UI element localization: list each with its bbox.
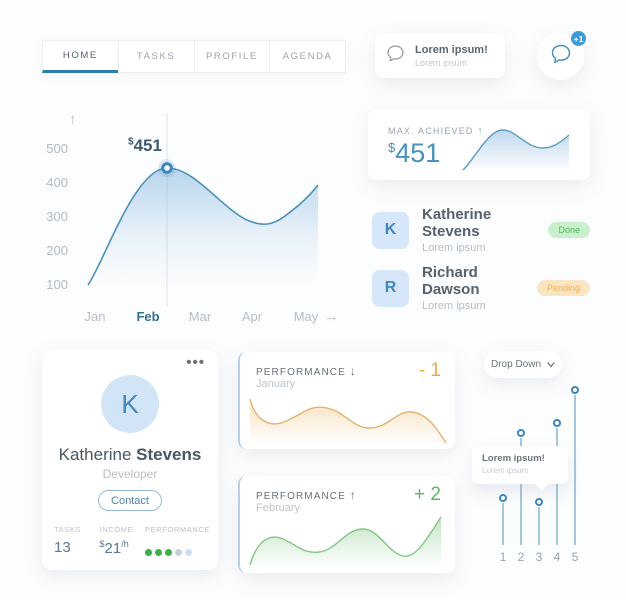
y-tick: 400: [46, 175, 68, 190]
profile-role: Developer: [102, 467, 158, 481]
max-achieved-mini-chart: [462, 129, 570, 172]
x-tick-apr[interactable]: Apr: [241, 309, 263, 324]
profile-avatar: K: [101, 375, 159, 433]
max-achieved-value: $451: [388, 138, 441, 168]
nav-tabs: HOME TASKS PROFILE AGENDA: [42, 40, 346, 73]
y-axis-up-arrow-icon: ↑: [69, 111, 77, 128]
tab-tasks[interactable]: TASKS: [117, 40, 195, 73]
tooltip-subtitle: Lorem ipsum: [482, 466, 529, 475]
kebab-menu-icon[interactable]: •••: [186, 354, 205, 371]
max-achieved-label: MAX. ACHIEVED ↑: [388, 125, 483, 137]
notification-count-badge: +1: [569, 29, 588, 48]
lollipop-marker[interactable]: [571, 386, 579, 394]
lollipop-marker[interactable]: [553, 419, 561, 427]
tab-home[interactable]: HOME: [42, 40, 119, 73]
x-tick-feb[interactable]: Feb: [136, 309, 160, 324]
max-achieved-card[interactable]: MAX. ACHIEVED ↑ $451: [368, 110, 590, 180]
notification-card[interactable]: Lorem ipsum! Lorem ipsum: [375, 33, 505, 78]
person-subtitle: Lorem ipsum: [422, 300, 486, 312]
data-point-marker[interactable]: [161, 162, 173, 174]
performance-dot-on: [145, 549, 153, 556]
main-area-chart: [87, 113, 319, 307]
up-arrow-icon: ↑: [477, 125, 483, 137]
chevron-down-icon: [547, 361, 555, 367]
tooltip-title: Lorem ipsum!: [482, 453, 545, 464]
chat-button[interactable]: +1: [537, 29, 588, 80]
person-row-katherine[interactable]: K Katherine Stevens Lorem ipsum Done: [372, 206, 590, 254]
performance-title: PERFORMANCE ↓: [256, 364, 356, 378]
dropdown-button[interactable]: Drop Down: [484, 351, 562, 378]
performance-dots: [145, 543, 210, 561]
lollipop-marker[interactable]: [535, 498, 543, 506]
performance-card-january[interactable]: PERFORMANCE ↓ January - 1: [238, 352, 455, 449]
tab-agenda[interactable]: AGENDA: [269, 40, 346, 73]
lollipop-x-label: 4: [554, 550, 561, 564]
avatar: R: [372, 269, 409, 307]
stat-tasks: TASKS 13: [54, 525, 82, 556]
up-arrow-icon: ↑: [349, 488, 356, 502]
x-axis-right-arrow-icon[interactable]: →: [324, 308, 339, 325]
performance-month: February: [256, 502, 301, 514]
lollipop-marker[interactable]: [499, 494, 507, 502]
performance-dot-off: [175, 549, 183, 556]
lollipop-x-label: 3: [536, 550, 543, 564]
lollipop-tooltip: Lorem ipsum! Lorem ipsum: [472, 446, 568, 491]
tooltip-pointer: [534, 483, 550, 491]
peak-value-label: $451: [116, 136, 174, 156]
february-wave-chart: [249, 516, 442, 571]
performance-title: PERFORMANCE ↑: [256, 488, 356, 502]
profile-name: Katherine Stevens: [58, 445, 202, 464]
profile-stats: TASKS 13 INCOME $21/h PERFORMANCE: [54, 525, 210, 561]
performance-delta: - 1: [418, 360, 441, 381]
lollipop-x-label: 2: [518, 550, 525, 564]
performance-dot-on: [155, 549, 163, 556]
x-tick-mar[interactable]: Mar: [188, 309, 212, 324]
performance-delta: + 2: [414, 484, 441, 505]
january-wave-chart: [249, 398, 447, 447]
person-row-richard[interactable]: R Richard Dawson Lorem ipsum Pending: [372, 264, 590, 312]
person-name: Katherine Stevens: [422, 206, 492, 240]
dropdown-label: Drop Down: [490, 359, 542, 370]
down-arrow-icon: ↓: [349, 364, 356, 378]
status-badge-done: Done: [548, 222, 590, 238]
person-name: Richard Dawson: [422, 264, 480, 298]
profile-card: ••• K Katherine Stevens Developer Contac…: [42, 350, 218, 570]
status-badge-pending: Pending: [536, 280, 590, 296]
notification-title: Lorem ipsum!: [415, 43, 488, 56]
lollipop-x-label: 5: [572, 550, 579, 564]
chat-bubble-icon: [385, 43, 406, 69]
y-tick: 200: [46, 243, 68, 258]
performance-card-february[interactable]: PERFORMANCE ↑ February + 2: [238, 476, 455, 573]
x-tick-may[interactable]: May: [293, 309, 319, 324]
lollipop-x-label: 1: [500, 550, 507, 564]
contact-button[interactable]: Contact: [98, 490, 162, 511]
currency-symbol: $: [99, 539, 105, 549]
y-tick: 300: [46, 209, 68, 224]
peak-value: 451: [133, 136, 162, 155]
performance-month: January: [256, 378, 296, 390]
x-tick-jan[interactable]: Jan: [84, 309, 106, 324]
tab-profile[interactable]: PROFILE: [193, 40, 271, 73]
stat-performance: PERFORMANCE: [145, 525, 210, 561]
lollipop-marker[interactable]: [517, 429, 525, 437]
currency-symbol: $: [388, 140, 396, 155]
y-tick: 100: [46, 277, 68, 292]
notification-subtitle: Lorem ipsum: [415, 57, 468, 68]
performance-dot-off: [185, 549, 193, 556]
y-tick: 500: [46, 141, 68, 156]
avatar: K: [372, 211, 409, 249]
currency-symbol: $: [128, 136, 134, 148]
chat-bubble-icon: [549, 42, 573, 71]
stat-income: INCOME $21/h: [99, 525, 134, 557]
performance-dot-on: [165, 549, 173, 556]
person-subtitle: Lorem ipsum: [422, 242, 486, 254]
